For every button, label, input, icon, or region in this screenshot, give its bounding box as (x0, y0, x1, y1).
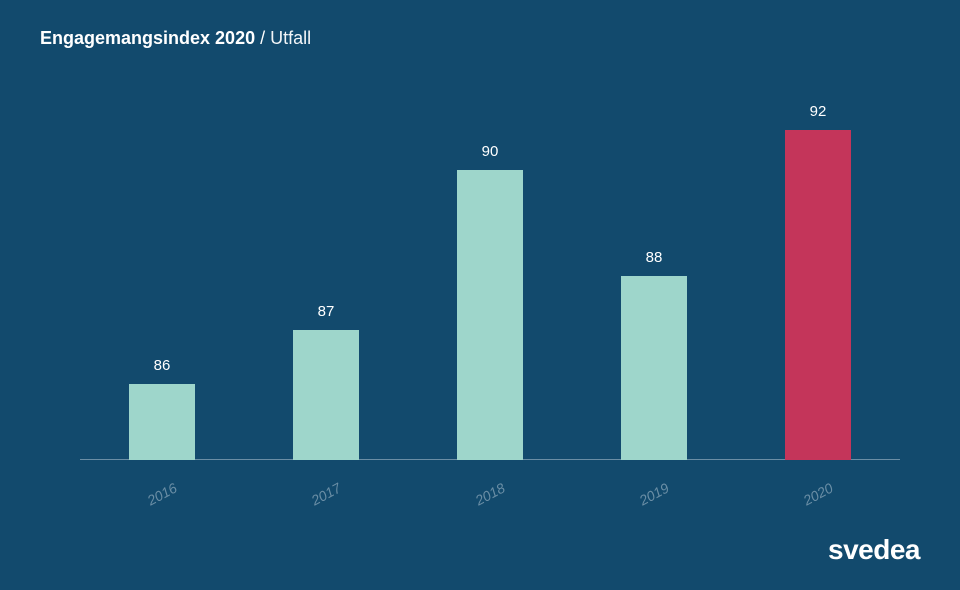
bar-slot: 88 (572, 249, 736, 460)
bar-value-label: 88 (646, 249, 663, 266)
bar-slot: 87 (244, 303, 408, 460)
bar-value-label: 92 (810, 103, 827, 120)
xlabel: 2016 (86, 448, 238, 539)
xlabel: 2017 (250, 448, 402, 539)
bar (129, 384, 195, 460)
bar-chart: 86 87 90 88 92 (80, 100, 900, 460)
slide-title: Engagemangsindex 2020 / Utfall (40, 28, 311, 49)
title-separator: / (255, 28, 270, 48)
bar-slot: 86 (80, 357, 244, 460)
bar-value-label: 90 (482, 143, 499, 160)
xlabel: 2020 (742, 448, 894, 539)
bar-value-label: 87 (318, 303, 335, 320)
bar-slot: 90 (408, 143, 572, 460)
bar (457, 170, 523, 460)
bar (293, 330, 359, 460)
xlabel: 2019 (578, 448, 730, 539)
slide-canvas: Engagemangsindex 2020 / Utfall 86 87 90 … (0, 0, 960, 590)
bar-slot: 92 (736, 103, 900, 460)
bar-value-label: 86 (154, 357, 171, 374)
title-bold: Engagemangsindex 2020 (40, 28, 255, 48)
bar (785, 130, 851, 460)
xlabel: 2018 (414, 448, 566, 539)
chart-xlabels: 2016 2017 2018 2019 2020 (80, 486, 900, 502)
brand-logo: svedea (828, 534, 920, 566)
title-thin: Utfall (270, 28, 311, 48)
chart-bars: 86 87 90 88 92 (80, 100, 900, 460)
bar (621, 276, 687, 460)
